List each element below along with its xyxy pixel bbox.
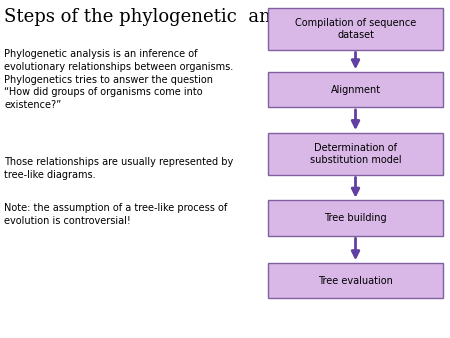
- Text: Compilation of sequence
dataset: Compilation of sequence dataset: [295, 18, 416, 40]
- Text: Tree building: Tree building: [324, 213, 387, 223]
- Text: Steps of the phylogenetic  analysis: Steps of the phylogenetic analysis: [4, 8, 322, 26]
- Text: Tree evaluation: Tree evaluation: [318, 275, 393, 286]
- FancyBboxPatch shape: [268, 263, 443, 298]
- Text: Alignment: Alignment: [330, 84, 381, 95]
- Text: Those relationships are usually represented by
tree-like diagrams.: Those relationships are usually represen…: [4, 157, 234, 180]
- FancyBboxPatch shape: [268, 200, 443, 236]
- Text: Phylogenetic analysis is an inference of
evolutionary relationships between orga: Phylogenetic analysis is an inference of…: [4, 49, 234, 110]
- Text: Note: the assumption of a tree-like process of
evolution is controversial!: Note: the assumption of a tree-like proc…: [4, 203, 228, 225]
- Text: Determination of
substitution model: Determination of substitution model: [310, 143, 401, 165]
- FancyBboxPatch shape: [268, 132, 443, 175]
- FancyBboxPatch shape: [268, 7, 443, 50]
- FancyBboxPatch shape: [268, 72, 443, 107]
